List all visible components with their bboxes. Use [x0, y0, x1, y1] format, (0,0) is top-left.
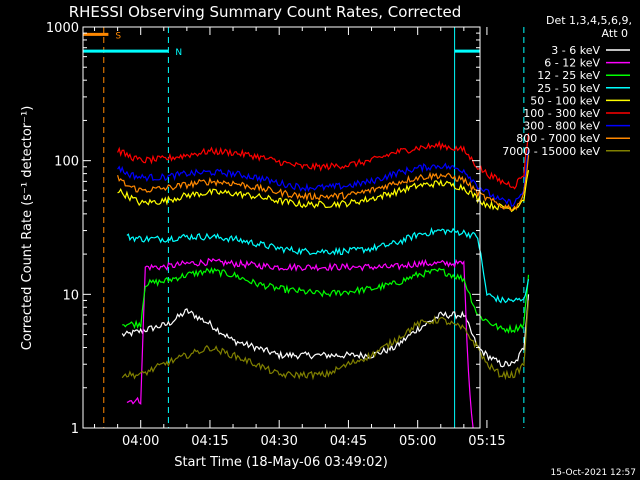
series-line-9 — [121, 300, 530, 381]
chart-title: RHESSI Observing Summary Count Rates, Co… — [69, 3, 462, 21]
legend-label-3: 12 - 25 keV — [537, 69, 600, 82]
x-axis-label: Start Time (18-May-06 03:49:02) — [174, 455, 388, 470]
y-tick-label-1: 1 — [71, 422, 79, 437]
series-line-7 — [117, 150, 530, 207]
annotation-label-1: S — [115, 31, 121, 41]
legend-label-6: 100 - 300 keV — [523, 107, 600, 120]
legend-label-8: 800 - 7000 keV — [516, 132, 600, 145]
x-tick-label-6: 05:15 — [468, 434, 505, 449]
series-line-6 — [117, 133, 530, 190]
timestamp: 15-Oct-2021 12:57 — [551, 468, 636, 478]
legend-header-2: Att 0 — [602, 27, 628, 40]
y-tick-label-4: 1000 — [46, 21, 79, 36]
x-tick-label-3: 04:30 — [260, 434, 297, 449]
annotation-label-2: N — [175, 48, 182, 58]
series-line-5 — [117, 169, 530, 213]
series-line-2 — [126, 257, 474, 429]
legend-label-9: 7000 - 15000 keV — [502, 145, 600, 158]
plot-frame — [82, 26, 481, 429]
x-tick-label-4: 04:45 — [330, 434, 367, 449]
legend-label-5: 50 - 100 keV — [530, 94, 600, 107]
legend-label-2: 6 - 12 keV — [544, 57, 600, 70]
y-axis-label: Corrected Count Rate (s⁻¹ detector⁻¹) — [20, 106, 35, 351]
legend-label-7: 300 - 800 keV — [523, 120, 600, 133]
x-tick-label-2: 04:15 — [191, 434, 228, 449]
legend-label-4: 25 - 50 keV — [537, 82, 600, 95]
y-tick-label-2: 10 — [62, 288, 79, 303]
series-line-1 — [121, 294, 530, 368]
y-tick-label-3: 100 — [54, 155, 79, 170]
legend-label-1: 3 - 6 keV — [551, 44, 600, 57]
series-line-8 — [117, 155, 530, 212]
x-tick-label-1: 04:00 — [122, 434, 159, 449]
series-line-3 — [122, 266, 530, 334]
x-tick-label-5: 05:00 — [399, 434, 436, 449]
legend-header-1: Det 1,3,4,5,6,9, — [546, 14, 632, 27]
series-line-4 — [126, 226, 530, 304]
